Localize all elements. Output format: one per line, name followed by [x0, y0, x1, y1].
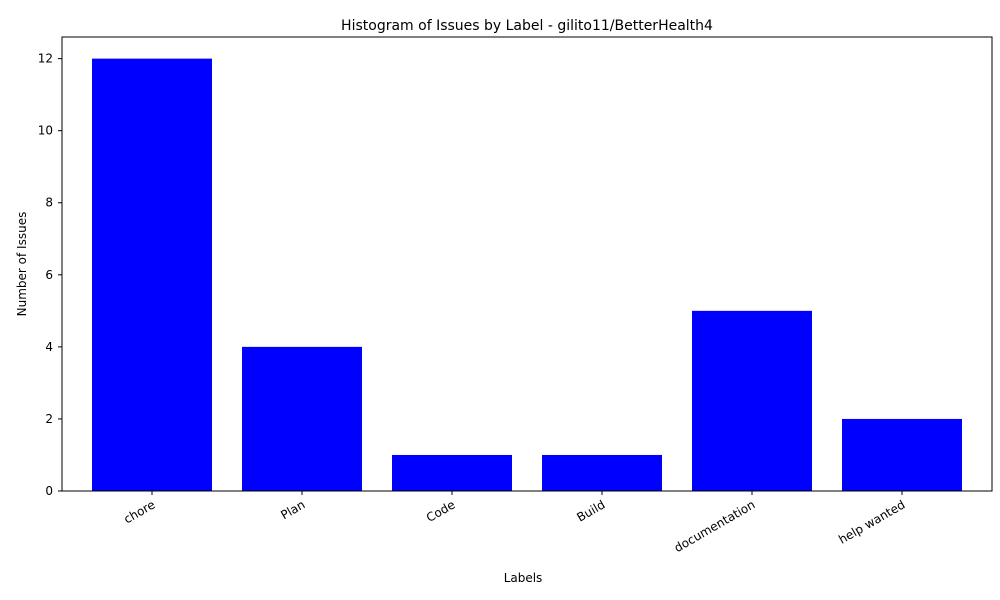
x-tick-label: Code	[424, 497, 458, 524]
y-axis-label: Number of Issues	[15, 212, 29, 317]
y-tick-label: 2	[45, 412, 53, 426]
y-tick-label: 8	[45, 196, 53, 210]
bars-group	[92, 58, 962, 491]
x-tick-label: Plan	[278, 497, 307, 522]
bar-chore	[92, 58, 212, 491]
y-tick-label: 0	[45, 484, 53, 498]
bar-build	[542, 454, 662, 491]
bar-documentation	[692, 310, 812, 491]
bar-code	[392, 454, 512, 491]
y-axis-ticks: 0 2 4 6 8 10 12	[38, 52, 62, 498]
bar-help-wanted	[842, 418, 962, 491]
x-tick-label: chore	[121, 497, 157, 526]
plot-area-frame	[61, 36, 993, 492]
y-tick-label: 12	[38, 52, 53, 66]
x-tick-label: help wanted	[836, 497, 907, 546]
y-tick-label: 4	[45, 340, 53, 354]
x-axis-label: Labels	[504, 571, 543, 585]
x-tick-label: Build	[574, 497, 607, 524]
y-tick-label: 6	[45, 268, 53, 282]
y-tick-label: 10	[38, 124, 53, 138]
bar-plan	[242, 346, 362, 491]
x-tick-label: documentation	[672, 497, 758, 555]
chart-title: Histogram of Issues by Label - gilito11/…	[341, 18, 713, 34]
x-axis-ticks: chore Plan Code Build documentation help want…	[121, 491, 908, 555]
